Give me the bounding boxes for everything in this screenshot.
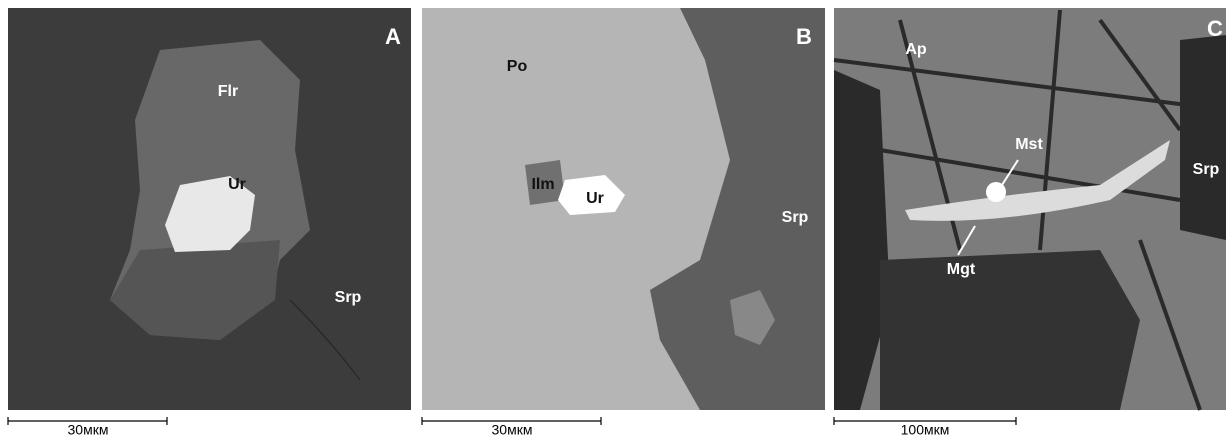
panel-letter: A xyxy=(385,24,401,49)
panel-b: Po Ilm Ur Srp B xyxy=(422,8,825,410)
scale-label: 100мкм xyxy=(901,422,950,436)
mineral-label: Ap xyxy=(905,41,927,58)
panel-c: Ap Mst Srp Mgt C xyxy=(834,8,1226,410)
scale-label: 30мкм xyxy=(68,422,109,436)
figure: Flr Ur Srp A Po Ilm Ur Srp B Ap Mst Srp … xyxy=(0,0,1226,436)
mineral-label: Mgt xyxy=(947,261,976,278)
scale-bar: 30мкм xyxy=(422,417,601,436)
mineral-label: Po xyxy=(507,58,528,75)
mineral-label: Ur xyxy=(228,176,246,193)
scale-bar: 30мкм xyxy=(8,417,167,436)
mineral-label: Mst xyxy=(1015,136,1043,153)
mineral-label: Flr xyxy=(218,83,238,100)
scale-bar: 100мкм xyxy=(834,417,1016,436)
mineral-label: Srp xyxy=(782,209,809,226)
mineral-label: Ur xyxy=(586,190,604,207)
panel-a: Flr Ur Srp A xyxy=(8,8,411,410)
mineral-label: Ilm xyxy=(531,176,554,193)
panel-letter: B xyxy=(796,24,812,49)
scale-label: 30мкм xyxy=(492,422,533,436)
mineral-label: Srp xyxy=(1193,161,1220,178)
panel-letter: C xyxy=(1207,16,1223,41)
mineral-label: Srp xyxy=(335,289,362,306)
